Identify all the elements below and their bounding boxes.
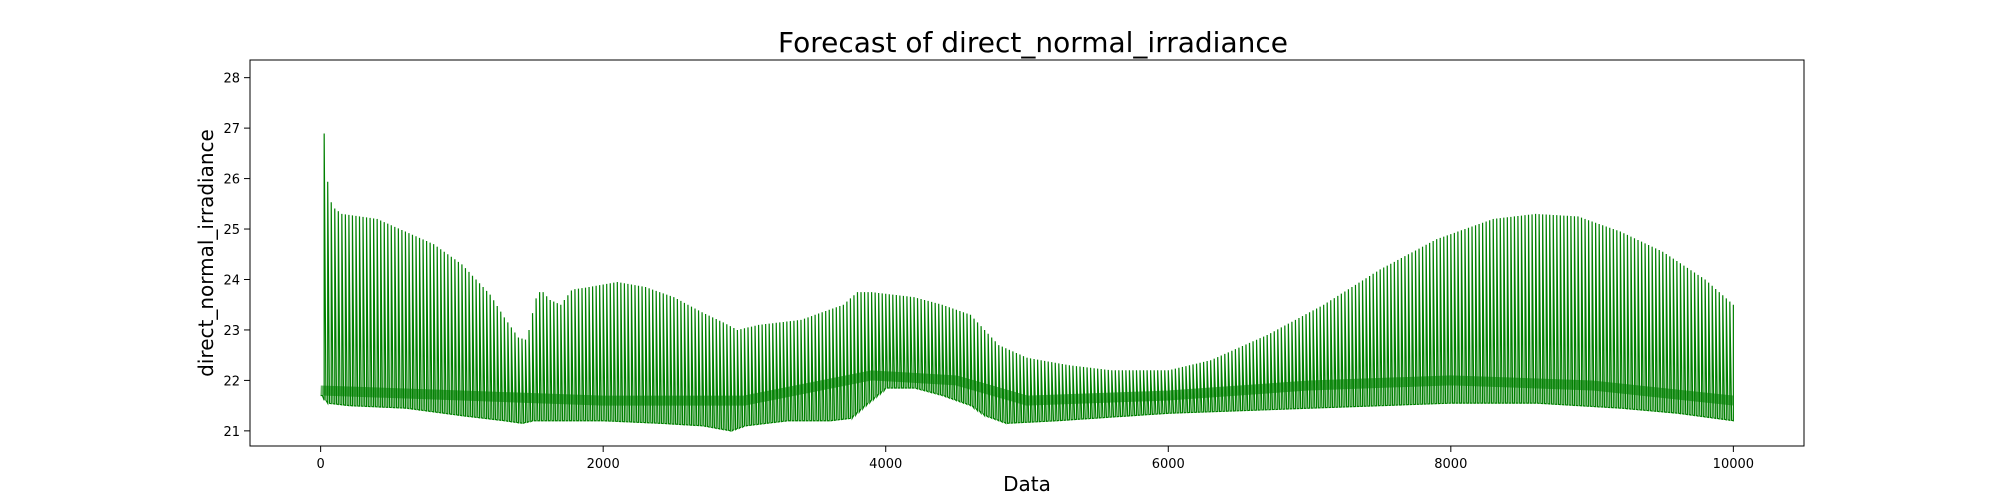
x-axis-label: Data <box>1003 472 1051 496</box>
y-tick-label: 26 <box>223 173 240 188</box>
x-tick-label: 2000 <box>587 457 620 472</box>
y-axis-label: direct_normal_irradiance <box>194 129 218 377</box>
y-tick-label: 28 <box>223 72 240 87</box>
x-tick-label: 6000 <box>1152 457 1185 472</box>
x-tick-label: 4000 <box>869 457 902 472</box>
chart-title: Forecast of direct_normal_irradiance <box>778 26 1288 59</box>
x-axis: 0 2000 4000 6000 8000 10000 <box>316 446 1754 472</box>
x-tick-label: 8000 <box>1434 457 1467 472</box>
x-tick-label: 0 <box>316 457 324 472</box>
y-tick-label: 21 <box>223 425 240 440</box>
plot-area <box>320 133 1734 433</box>
series-dense-band <box>320 370 1734 406</box>
y-tick-label: 24 <box>223 273 240 288</box>
y-axis: 21 22 23 24 25 26 27 28 <box>223 72 250 440</box>
y-tick-label: 25 <box>223 223 240 238</box>
y-tick-label: 22 <box>223 374 240 389</box>
x-tick-label: 10000 <box>1713 457 1754 472</box>
plot-frame <box>249 59 1805 447</box>
y-tick-label: 27 <box>223 122 240 137</box>
y-tick-label: 23 <box>223 324 240 339</box>
